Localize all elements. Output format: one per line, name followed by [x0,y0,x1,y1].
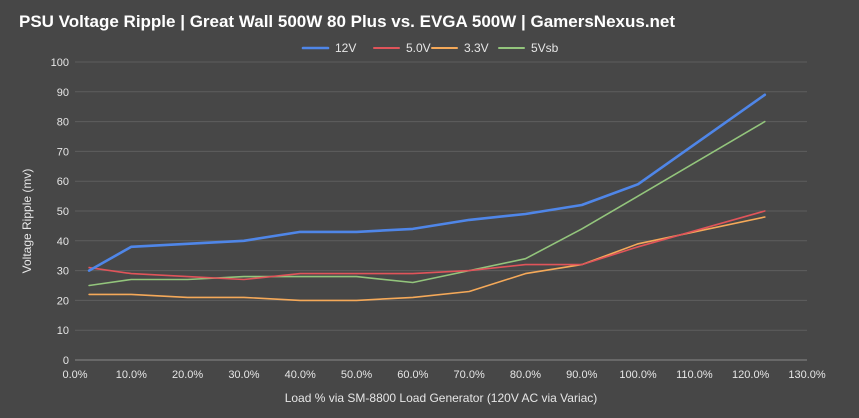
series-lines [87,93,767,302]
x-tick-label: 130.0% [788,369,826,381]
legend-label: 5.0V [406,41,431,55]
series-line-12v [87,93,767,272]
legend-label: 5Vsb [531,41,559,55]
x-tick-label: 10.0% [116,369,147,381]
series-line-3-3v [88,216,766,302]
x-tick-label: 20.0% [172,369,203,381]
series-line-5vsb [88,120,766,287]
y-axis-label: Voltage Ripple (mv) [20,169,34,274]
y-tick-label: 50 [57,206,69,218]
chart-title: PSU Voltage Ripple | Great Wall 500W 80 … [19,12,676,31]
x-tick-label: 120.0% [732,369,770,381]
y-tick-label: 80 [57,117,69,129]
y-tick-label: 10 [57,325,69,337]
legend: 12V 5.0V 3.3V 5Vsb [301,41,559,55]
y-tick-label: 20 [57,295,69,307]
legend-label: 12V [335,41,356,55]
y-tick-label: 60 [57,176,69,188]
x-tick-label: 110.0% [676,369,713,381]
x-axis-label: Load % via SM-8800 Load Generator (120V … [285,391,598,405]
legend-label: 3.3V [464,41,489,55]
x-tick-label: 100.0% [619,369,657,381]
y-tick-label: 100 [51,57,69,69]
x-tick-label: 50.0% [341,369,372,381]
x-tick-label: 0.0% [62,369,87,381]
x-tick-label: 40.0% [285,369,316,381]
x-tick-label: 60.0% [397,369,428,381]
x-tick-label: 70.0% [454,369,485,381]
x-tick-label: 30.0% [228,369,259,381]
y-tick-label: 70 [57,146,69,158]
axis-ticks: 0 10 20 30 40 50 60 70 80 90 100 0.0% 10.0% 20.0% 30.0… [51,57,826,381]
series-line-5-0v [88,210,766,281]
x-tick-label: 80.0% [510,369,541,381]
y-tick-label: 90 [57,87,69,99]
gridlines [75,61,807,361]
y-tick-label: 40 [57,236,69,248]
y-tick-label: 0 [63,355,69,367]
y-tick-label: 30 [57,266,69,278]
x-tick-label: 90.0% [566,369,597,381]
